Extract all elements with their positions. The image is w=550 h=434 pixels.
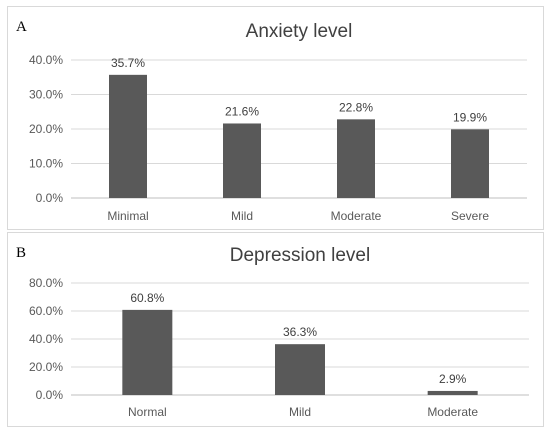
y-tick-label: 80.0% (29, 276, 63, 290)
data-label: 19.9% (453, 110, 487, 124)
chart-title: Anxiety level (246, 21, 353, 42)
data-label: 35.7% (111, 56, 145, 70)
bar (122, 309, 173, 395)
category-label: Moderate (331, 209, 382, 223)
y-tick-label: 0.0% (36, 388, 64, 402)
data-label: 60.8% (130, 291, 164, 305)
panel-letter-a: A (16, 19, 27, 35)
y-tick-label: 30.0% (29, 88, 63, 102)
category-label: Mild (289, 405, 311, 419)
bar (427, 390, 478, 395)
bar (109, 74, 147, 198)
data-label: 36.3% (283, 325, 317, 339)
anxiety-chart: Anxiety level 0.0% 10.0% 20.0% 30.0% 40.0% 35.… (29, 21, 527, 223)
y-tick-label: 20.0% (29, 360, 63, 374)
y-tick-label: 40.0% (29, 332, 63, 346)
anxiety-chart-panel: A Anxiety level 0.0% 10.0% 20.0% 30.0% 40.0% 3… (7, 6, 544, 230)
y-tick-label: 0.0% (36, 191, 64, 205)
panel-letter-b: B (16, 245, 27, 261)
data-label: 22.8% (339, 100, 373, 114)
depression-chart-panel: B Depression level 0.0% 20.0% 40.0% 60.0% 80.… (7, 232, 544, 427)
category-label: Minimal (107, 209, 148, 223)
data-label: 21.6% (225, 104, 259, 118)
bar (275, 344, 325, 395)
bar (451, 129, 489, 198)
y-tick-label: 40.0% (29, 53, 63, 67)
y-tick-label: 10.0% (29, 157, 63, 171)
y-tick-label: 20.0% (29, 122, 63, 136)
bar (223, 123, 261, 198)
category-label: Normal (128, 405, 167, 419)
category-label: Mild (231, 209, 253, 223)
bar (337, 119, 375, 198)
data-label: 2.9% (439, 372, 467, 386)
category-label: Severe (451, 209, 489, 223)
chart-title: Depression level (230, 245, 370, 266)
category-label: Moderate (427, 405, 478, 419)
y-tick-label: 60.0% (29, 304, 63, 318)
depression-chart: Depression level 0.0% 20.0% 40.0% 60.0% 80.0%… (29, 245, 529, 419)
